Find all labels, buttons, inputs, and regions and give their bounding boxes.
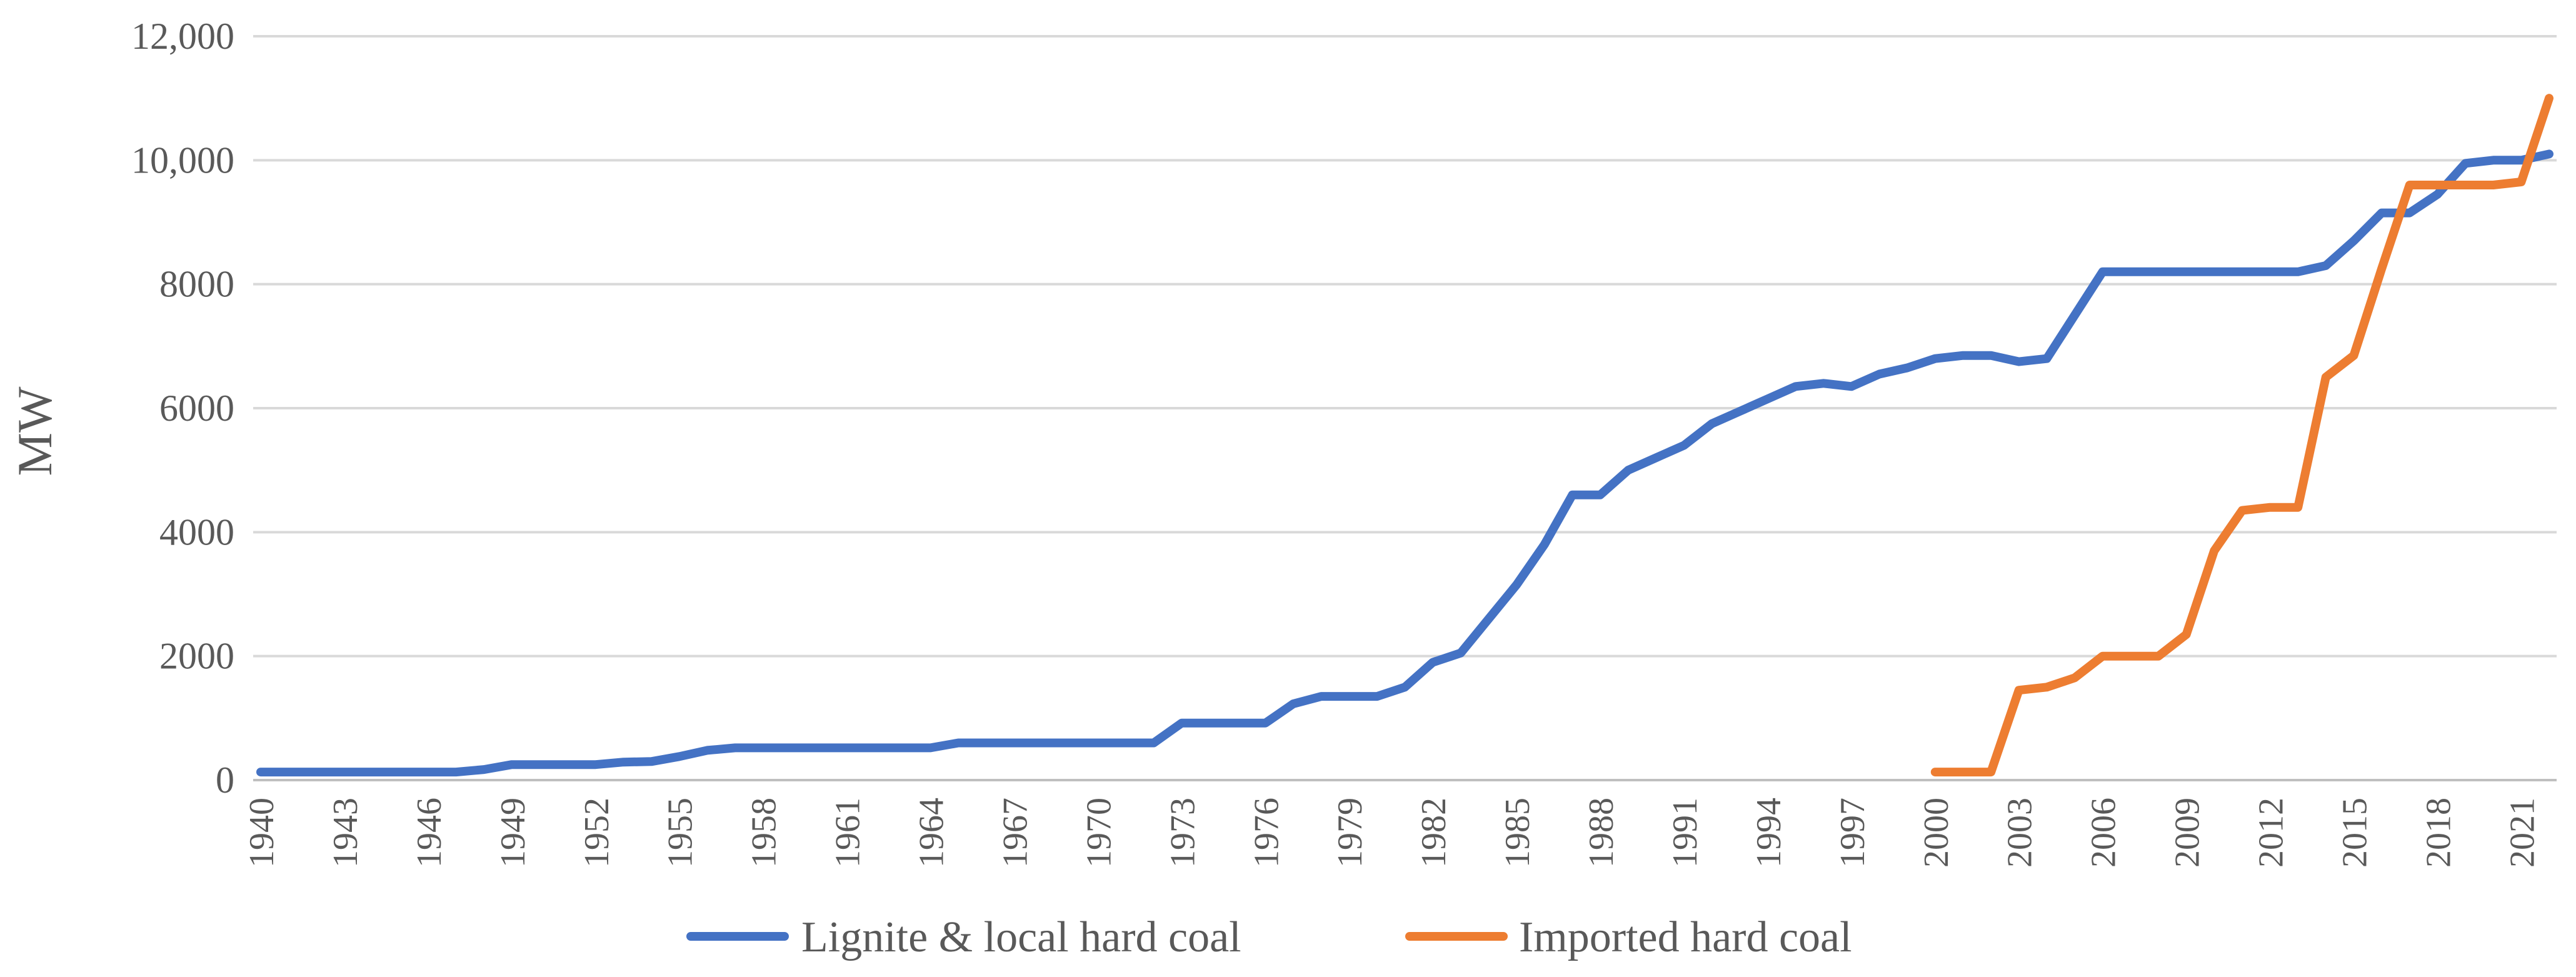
y-tick-label: 6000 (159, 388, 234, 429)
x-tick-label: 1979 (1331, 798, 1370, 868)
x-tick-label: 1967 (996, 798, 1035, 868)
x-tick-label: 2012 (2252, 798, 2291, 868)
x-tick-label: 1946 (410, 798, 449, 868)
x-tick-label: 1988 (1582, 798, 1621, 868)
y-tick-label: 10,000 (131, 139, 234, 181)
x-tick-label: 1955 (661, 798, 700, 868)
y-tick-label: 0 (216, 759, 234, 801)
x-axis-ticks: 1940 1943 1946 1949 1952 1955 1958 1961 1964 1967… (243, 798, 2542, 868)
x-tick-label: 1973 (1163, 798, 1202, 868)
legend-label-lignite: Lignite & local hard coal (801, 913, 1241, 961)
x-tick-label: 2009 (2168, 798, 2207, 868)
x-tick-label: 1976 (1247, 798, 1286, 868)
x-tick-label: 1940 (243, 798, 281, 868)
x-tick-label: 1943 (326, 798, 365, 868)
legend-label-imported: Imported hard coal (1519, 913, 1852, 961)
y-axis-ticks: 0 2000 4000 6000 8000 10,000 12,000 (131, 16, 234, 801)
series-line-lignite (256, 149, 2553, 777)
x-tick-label: 2015 (2335, 798, 2374, 868)
x-tick-label: 1982 (1415, 798, 1453, 868)
x-tick-label: 1961 (829, 798, 868, 868)
x-tick-label: 1949 (494, 798, 533, 868)
x-tick-label: 2000 (1917, 798, 1956, 868)
x-tick-label: 1970 (1080, 798, 1118, 868)
series-lines (256, 94, 2553, 777)
y-tick-label: 12,000 (131, 16, 234, 57)
x-tick-label: 1997 (1833, 798, 1872, 868)
x-tick-label: 1991 (1666, 798, 1705, 868)
series-line-imported (1930, 94, 2553, 777)
legend: Lignite & local hard coal Imported hard … (686, 913, 1852, 961)
x-tick-label: 1985 (1498, 798, 1537, 868)
y-tick-label: 8000 (159, 264, 234, 305)
x-tick-label: 1952 (578, 798, 616, 868)
gridlines (253, 35, 2557, 781)
x-tick-label: 2018 (2419, 798, 2458, 868)
x-tick-label: 1958 (745, 798, 784, 868)
x-tick-label: 1994 (1750, 798, 1788, 868)
x-tick-label: 2006 (2085, 798, 2123, 868)
x-tick-label: 2021 (2503, 798, 2542, 868)
y-axis-title: MW (8, 386, 62, 476)
y-tick-label: 4000 (159, 511, 234, 553)
x-tick-label: 2003 (2001, 798, 2040, 868)
x-tick-label: 1964 (913, 798, 951, 868)
y-tick-label: 2000 (159, 636, 234, 677)
